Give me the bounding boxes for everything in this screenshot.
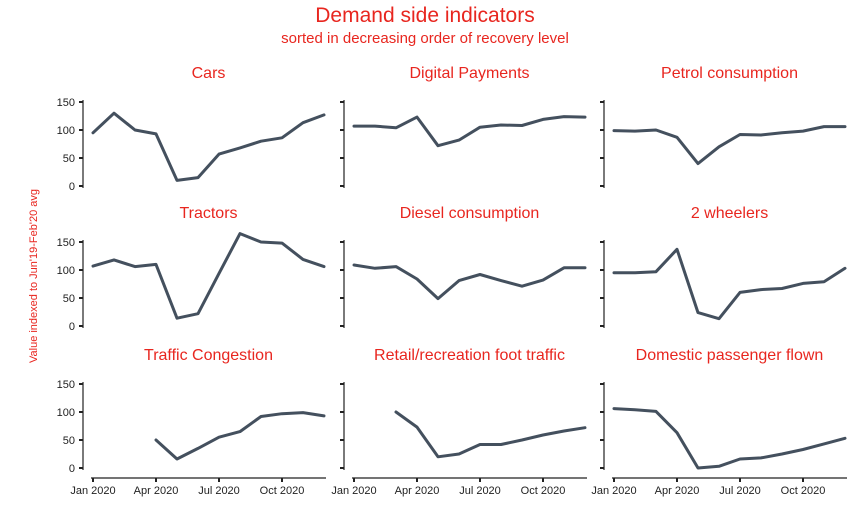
series-line bbox=[612, 247, 847, 321]
x-tick-label: Jul 2020 bbox=[719, 485, 761, 497]
y-tick-label: 50 bbox=[63, 435, 75, 447]
y-tick-label: 100 bbox=[57, 407, 75, 419]
panel-title: 2 wheelers bbox=[691, 205, 768, 222]
panel-title: Diesel consumption bbox=[400, 205, 540, 222]
y-tick-label: 50 bbox=[63, 293, 75, 305]
y-tick-label: 50 bbox=[63, 153, 75, 165]
chart-title: Demand side indicators bbox=[315, 4, 535, 27]
series-line bbox=[154, 411, 326, 461]
x-tick-label: Jan 2020 bbox=[70, 485, 115, 497]
x-tick-label: Jul 2020 bbox=[198, 485, 240, 497]
panel-title: Traffic Congestion bbox=[144, 347, 273, 364]
x-tick-label: Apr 2020 bbox=[134, 485, 179, 497]
y-tick-label: 150 bbox=[57, 97, 75, 109]
x-tick-label: Oct 2020 bbox=[260, 485, 305, 497]
panel-digital-payments: Digital Payments bbox=[340, 65, 587, 188]
y-tick-label: 100 bbox=[57, 265, 75, 277]
panel-diesel-consumption: Diesel consumption bbox=[340, 205, 587, 328]
series-line bbox=[352, 115, 587, 148]
x-tick-label: Jul 2020 bbox=[459, 485, 501, 497]
panel-petrol-consumption: Petrol consumption bbox=[600, 65, 847, 188]
chart-subtitle: sorted in decreasing order of recovery l… bbox=[281, 30, 569, 47]
series-line bbox=[394, 410, 587, 459]
panel-title: Digital Payments bbox=[409, 65, 529, 82]
x-tick-label: Apr 2020 bbox=[395, 485, 440, 497]
series-line bbox=[612, 407, 847, 470]
panel-title: Cars bbox=[192, 65, 226, 82]
panel-cars: Cars 0 50 100 150 bbox=[57, 65, 326, 193]
y-tick-label: 150 bbox=[57, 379, 75, 391]
panel-domestic-passenger-flown: Domestic passenger flown Jan 2020 Apr 2020… bbox=[591, 347, 847, 497]
panel-title: Retail/recreation foot traffic bbox=[374, 347, 565, 364]
panel-retail-recreation-foot-traffic: Retail/recreation foot traffic Jan 2020 Ap… bbox=[331, 347, 587, 497]
y-tick-label: 0 bbox=[69, 321, 75, 333]
x-tick-label: Jan 2020 bbox=[331, 485, 376, 497]
x-tick-label: Jan 2020 bbox=[591, 485, 636, 497]
x-tick-label: Apr 2020 bbox=[655, 485, 700, 497]
panel-title: Petrol consumption bbox=[661, 65, 798, 82]
x-tick-label: Oct 2020 bbox=[781, 485, 826, 497]
x-tick-label: Oct 2020 bbox=[521, 485, 566, 497]
series-line bbox=[612, 125, 847, 166]
panel-title: Tractors bbox=[179, 205, 237, 222]
series-line bbox=[91, 111, 326, 182]
y-tick-label: 0 bbox=[69, 181, 75, 193]
panel-title: Domestic passenger flown bbox=[636, 347, 824, 364]
y-tick-label: 0 bbox=[69, 463, 75, 475]
panel-tractors: Tractors 0 50 100 150 bbox=[57, 205, 326, 333]
panel-traffic-congestion: Traffic Congestion 0 50 100 150 Jan 2020 Apr 2… bbox=[57, 347, 326, 497]
series-line bbox=[352, 263, 587, 301]
y-tick-label: 150 bbox=[57, 237, 75, 249]
series-line bbox=[91, 232, 326, 320]
panel-2-wheelers: 2 wheelers bbox=[600, 205, 847, 328]
y-tick-label: 100 bbox=[57, 125, 75, 137]
